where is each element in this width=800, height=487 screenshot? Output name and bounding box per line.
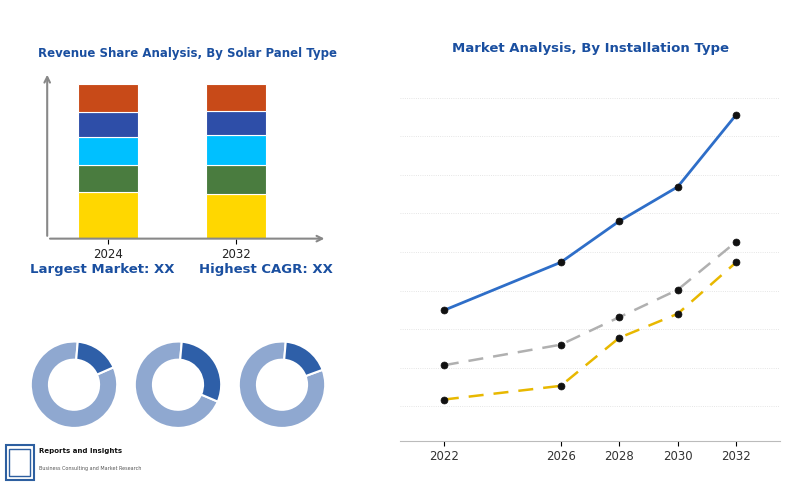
Title: Market Analysis, By Installation Type: Market Analysis, By Installation Type xyxy=(451,42,729,55)
Wedge shape xyxy=(31,341,117,428)
Wedge shape xyxy=(180,342,221,402)
Wedge shape xyxy=(135,341,218,428)
Text: CANADA SOLAR ENERGY MARKET SEGMENT ANALYSIS: CANADA SOLAR ENERGY MARKET SEGMENT ANALY… xyxy=(10,20,454,36)
Bar xyxy=(206,84,266,111)
Bar xyxy=(78,192,138,239)
Bar xyxy=(206,165,266,194)
Text: Business Consulting and Market Research: Business Consulting and Market Research xyxy=(39,467,142,471)
Text: Largest Market: XX: Largest Market: XX xyxy=(30,263,174,276)
Wedge shape xyxy=(76,342,114,375)
Bar xyxy=(206,111,266,135)
Wedge shape xyxy=(239,341,325,428)
Bar xyxy=(78,112,138,137)
Bar xyxy=(78,137,138,165)
Text: Highest CAGR: XX: Highest CAGR: XX xyxy=(199,263,333,276)
Text: Reports and Insights: Reports and Insights xyxy=(39,448,122,453)
Wedge shape xyxy=(284,342,322,376)
Bar xyxy=(78,84,138,112)
Bar xyxy=(78,165,138,192)
FancyBboxPatch shape xyxy=(6,445,34,480)
Bar xyxy=(206,135,266,165)
FancyBboxPatch shape xyxy=(9,449,30,475)
Bar xyxy=(206,194,266,239)
Title: Revenue Share Analysis, By Solar Panel Type: Revenue Share Analysis, By Solar Panel T… xyxy=(38,47,338,60)
